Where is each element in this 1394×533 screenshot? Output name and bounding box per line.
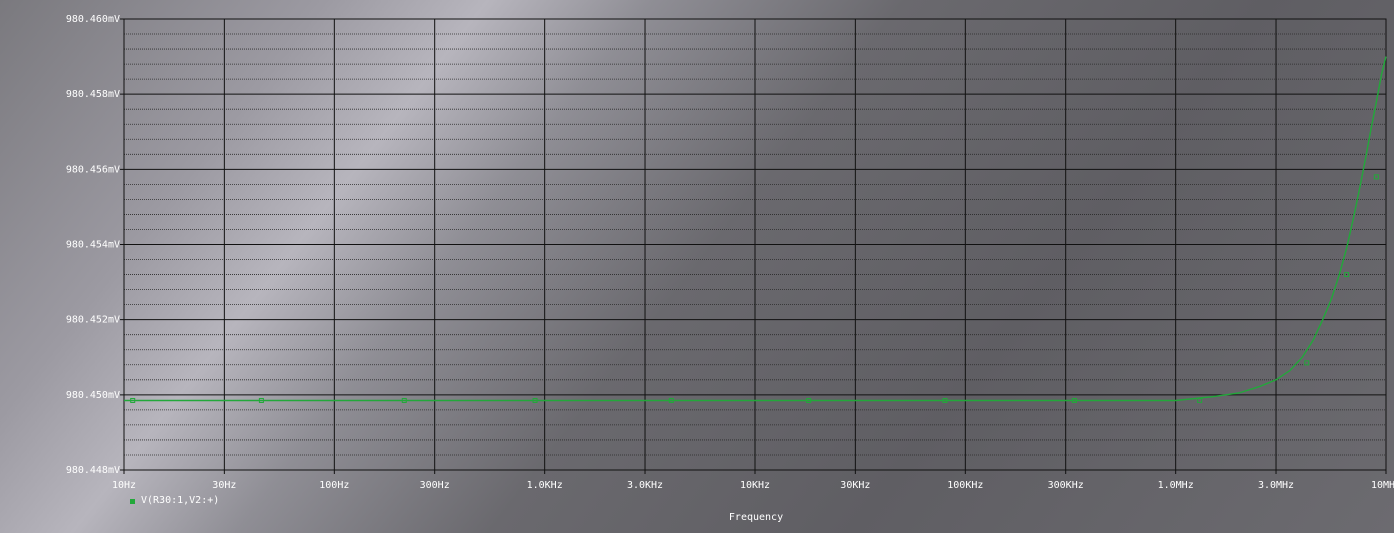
major-grid (120, 18, 1387, 474)
y-tick-label: 980.458mV (66, 89, 120, 100)
x-tick-label: 30KHz (840, 480, 870, 491)
trace-marker (401, 397, 407, 403)
y-tick-label: 980.452mV (66, 315, 120, 326)
traces (124, 56, 1387, 402)
trace-marker (668, 397, 674, 403)
trace-marker (1071, 397, 1077, 403)
x-tick-label: 10MHz (1371, 480, 1394, 491)
y-tick-label: 980.460mV (66, 14, 120, 25)
y-tick-label: 980.448mV (66, 465, 120, 476)
x-tick-label: 100Hz (319, 480, 349, 491)
x-axis-title: Frequency (729, 512, 783, 523)
trace-marker (258, 397, 264, 403)
y-tick-label: 980.450mV (66, 390, 120, 401)
x-tick-label: 10Hz (112, 480, 136, 491)
y-axis-labels: 980.448mV 980.450mV 980.452mV 980.454mV 980.… (66, 14, 120, 476)
trace-markers (130, 174, 1379, 403)
legend-marker-icon (130, 499, 135, 504)
trace-marker (942, 397, 948, 403)
trace-marker (1304, 360, 1310, 366)
x-tick-label: 100KHz (947, 480, 983, 491)
x-tick-label: 10KHz (740, 480, 770, 491)
x-tick-label: 30Hz (212, 480, 236, 491)
trace-marker (1373, 174, 1379, 180)
trace-marker (1344, 272, 1350, 278)
trace-marker (130, 397, 136, 403)
trace-marker (532, 397, 538, 403)
y-tick-label: 980.454mV (66, 240, 120, 251)
legend[interactable]: V(R30:1,V2:+) (130, 495, 219, 506)
series-line (124, 56, 1387, 402)
x-tick-label: 300Hz (420, 480, 450, 491)
trace-marker (1197, 397, 1203, 403)
x-tick-label: 300KHz (1048, 480, 1084, 491)
x-axis-labels: 10Hz 30Hz 100Hz 300Hz 1.0KHz 3.0KHz 10KHz 30KHz… (112, 480, 1394, 491)
y-tick-label: 980.456mV (66, 164, 120, 175)
trace-marker (806, 397, 812, 403)
x-tick-label: 1.0KHz (527, 480, 563, 491)
x-tick-label: 1.0MHz (1158, 480, 1194, 491)
x-tick-label: 3.0KHz (627, 480, 663, 491)
x-tick-label: 3.0MHz (1258, 480, 1294, 491)
legend-series-label: V(R30:1,V2:+) (141, 495, 219, 506)
plot-frame (123, 18, 1387, 471)
